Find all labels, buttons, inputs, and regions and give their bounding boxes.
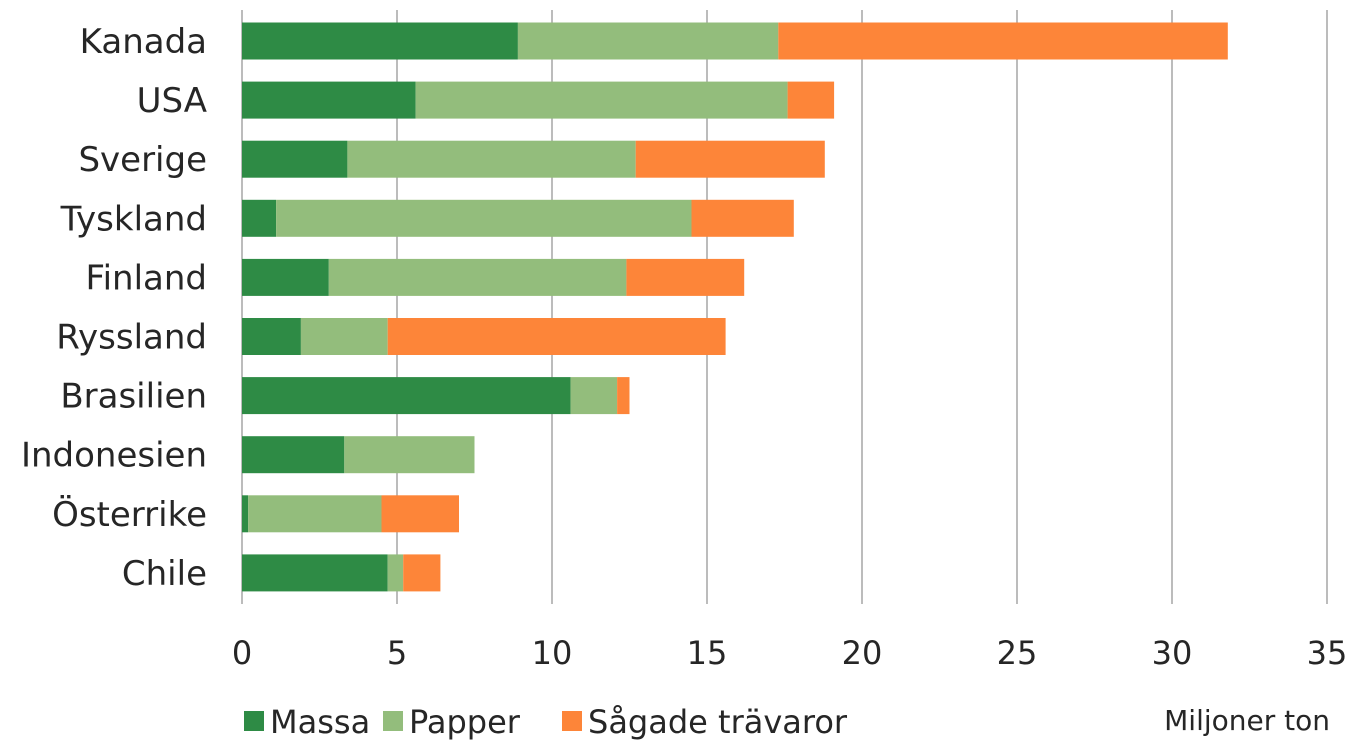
bar-segment-massa — [242, 140, 348, 178]
bar-segment-massa — [242, 22, 518, 60]
bar-segment-s-gade-tr-varor — [381, 495, 459, 533]
legend-label: Massa — [270, 703, 370, 741]
bar-segment-massa — [242, 199, 277, 237]
bar-segment-s-gade-tr-varor — [626, 258, 745, 296]
bar-segment-s-gade-tr-varor — [691, 199, 794, 237]
legend-swatch — [244, 711, 264, 731]
bar-segment-papper — [300, 318, 388, 355]
bar-segment-massa — [242, 436, 345, 474]
bar-segment-papper — [517, 22, 779, 60]
x-tick-label: 20 — [842, 634, 883, 672]
bar-segment-papper — [276, 199, 692, 237]
x-axis-unit-label: Miljoner ton — [1164, 704, 1330, 737]
x-tick-label: 10 — [532, 634, 573, 672]
bar-segment-s-gade-tr-varor — [778, 22, 1228, 60]
bar-segment-papper — [415, 81, 788, 119]
bar-segment-s-gade-tr-varor — [387, 318, 726, 355]
bar-segment-massa — [242, 377, 571, 415]
x-tick-label: 15 — [687, 634, 728, 672]
legend-swatch — [562, 711, 582, 731]
category-label: Sverige — [78, 140, 207, 180]
bar-segment-massa — [242, 318, 301, 355]
bar-segment-massa — [242, 554, 388, 592]
legend-label: Sågade trävaror — [588, 703, 848, 741]
category-label: USA — [137, 81, 207, 121]
x-tick-label: 25 — [997, 634, 1038, 672]
bar-segment-s-gade-tr-varor — [617, 377, 630, 415]
legend-label: Papper — [409, 703, 521, 741]
category-label: Finland — [86, 258, 208, 298]
legend: Massa Papper Sågade trävaror — [244, 703, 848, 741]
x-tick-labels: 0 5 10 15 20 25 30 35 — [232, 634, 1348, 672]
bar-segment-massa — [242, 81, 416, 119]
bar-segment-papper — [570, 377, 618, 415]
category-labels: Kanada USA Sverige Tyskland Finland Ryssland B… — [21, 22, 207, 594]
category-label: Brasilien — [60, 377, 207, 417]
bar-segment-massa — [242, 258, 329, 296]
category-label: Ryssland — [56, 318, 207, 358]
bar-segment-s-gade-tr-varor — [635, 140, 825, 178]
legend-swatch — [383, 711, 403, 731]
bar-segment-s-gade-tr-varor — [403, 554, 441, 592]
category-label: Chile — [122, 554, 207, 594]
bar-segment-papper — [387, 554, 404, 592]
bar-segment-papper — [347, 140, 636, 178]
category-label: Tyskland — [60, 199, 207, 239]
bars — [242, 22, 1228, 592]
x-tick-label: 35 — [1307, 634, 1348, 672]
x-tick-label: 30 — [1152, 634, 1193, 672]
bar-segment-papper — [344, 436, 475, 474]
bar-segment-s-gade-tr-varor — [787, 81, 835, 119]
category-label: Kanada — [80, 22, 207, 62]
bar-segment-papper — [328, 258, 627, 296]
category-label: Österrike — [52, 494, 207, 535]
x-tick-label: 0 — [232, 634, 252, 672]
x-tick-label: 5 — [387, 634, 407, 672]
category-label: Indonesien — [21, 436, 207, 476]
bar-segment-papper — [248, 495, 382, 533]
bar-segment-massa — [242, 495, 249, 533]
